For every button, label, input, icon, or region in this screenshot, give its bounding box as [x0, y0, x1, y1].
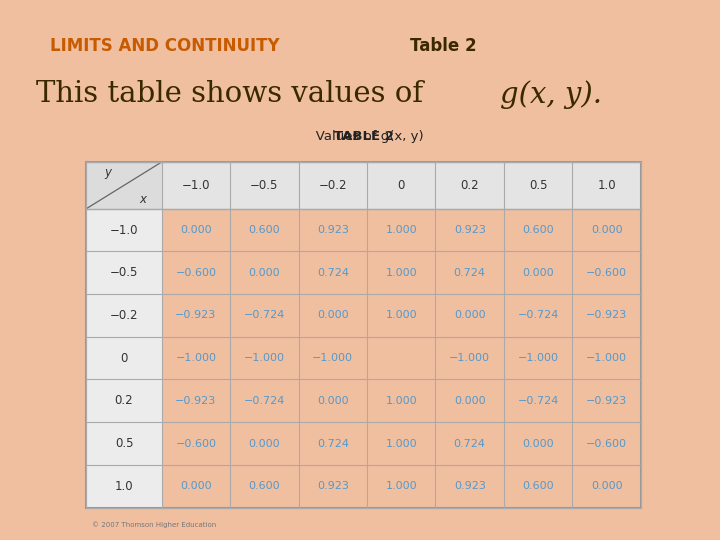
Text: This table shows values of: This table shows values of: [36, 80, 433, 109]
Text: −1.0: −1.0: [181, 179, 210, 192]
Text: 0.2: 0.2: [114, 394, 133, 407]
Text: x: x: [140, 193, 146, 206]
Text: −0.5: −0.5: [110, 266, 138, 279]
Text: y: y: [104, 166, 111, 179]
Text: −0.724: −0.724: [243, 396, 285, 406]
Text: −0.2: −0.2: [109, 309, 138, 322]
Text: 0.000: 0.000: [591, 481, 622, 491]
Text: 0.000: 0.000: [591, 225, 622, 235]
Text: 0.724: 0.724: [454, 268, 486, 278]
Text: −0.923: −0.923: [175, 310, 217, 320]
Text: −0.923: −0.923: [175, 396, 217, 406]
Text: −0.600: −0.600: [176, 268, 217, 278]
Text: 0.600: 0.600: [522, 481, 554, 491]
Text: −0.2: −0.2: [318, 179, 347, 192]
Text: 1.0: 1.0: [598, 179, 616, 192]
Bar: [162, 162, 641, 208]
Text: −1.000: −1.000: [586, 353, 627, 363]
Bar: [86, 162, 162, 208]
Text: 0: 0: [120, 352, 127, 365]
Text: 0.600: 0.600: [522, 225, 554, 235]
Text: 0.923: 0.923: [454, 225, 485, 235]
Text: −0.923: −0.923: [586, 310, 627, 320]
Text: 0.000: 0.000: [454, 310, 485, 320]
Text: LIMITS AND CONTINUITY: LIMITS AND CONTINUITY: [50, 37, 280, 55]
Text: 0.724: 0.724: [317, 268, 348, 278]
Text: TABLE 2: TABLE 2: [333, 130, 394, 143]
Text: −0.923: −0.923: [586, 396, 627, 406]
Text: −1.000: −1.000: [449, 353, 490, 363]
Text: 0.2: 0.2: [460, 179, 479, 192]
Text: 0.000: 0.000: [248, 438, 280, 449]
Text: 0.000: 0.000: [317, 396, 348, 406]
Text: 1.000: 1.000: [385, 481, 417, 491]
Text: 0.000: 0.000: [317, 310, 348, 320]
Text: g(x, y).: g(x, y).: [500, 80, 603, 109]
Text: © 2007 Thomson Higher Education: © 2007 Thomson Higher Education: [92, 522, 216, 528]
Text: 0.724: 0.724: [454, 438, 486, 449]
Text: 0.600: 0.600: [248, 225, 280, 235]
Bar: [86, 208, 162, 508]
Text: 0.724: 0.724: [317, 438, 348, 449]
Text: 0.5: 0.5: [529, 179, 547, 192]
Text: 0.000: 0.000: [522, 438, 554, 449]
Text: −1.0: −1.0: [109, 224, 138, 237]
Text: 0.5: 0.5: [114, 437, 133, 450]
Text: −1.000: −1.000: [176, 353, 217, 363]
Text: −1.000: −1.000: [312, 353, 354, 363]
Text: 0.000: 0.000: [180, 481, 212, 491]
Text: 0.000: 0.000: [522, 268, 554, 278]
Text: 0.600: 0.600: [248, 481, 280, 491]
Text: 0.000: 0.000: [180, 225, 212, 235]
Text: −1.000: −1.000: [518, 353, 559, 363]
Text: 0.000: 0.000: [248, 268, 280, 278]
Text: 1.0: 1.0: [114, 480, 133, 492]
Text: −0.600: −0.600: [176, 438, 217, 449]
Text: 0: 0: [397, 179, 405, 192]
Text: −1.000: −1.000: [244, 353, 285, 363]
Text: Values of g(x, y): Values of g(x, y): [303, 130, 424, 143]
Text: −0.724: −0.724: [243, 310, 285, 320]
Text: −0.5: −0.5: [250, 179, 279, 192]
Text: −0.724: −0.724: [518, 396, 559, 406]
Text: Table 2: Table 2: [410, 37, 477, 55]
Text: −0.600: −0.600: [586, 268, 627, 278]
Text: −0.600: −0.600: [586, 438, 627, 449]
Text: 1.000: 1.000: [385, 268, 417, 278]
Text: −0.724: −0.724: [518, 310, 559, 320]
Text: 1.000: 1.000: [385, 438, 417, 449]
Text: 0.923: 0.923: [317, 225, 348, 235]
Text: 0.923: 0.923: [454, 481, 485, 491]
Text: 0.000: 0.000: [454, 396, 485, 406]
Text: 1.000: 1.000: [385, 225, 417, 235]
Text: 1.000: 1.000: [385, 310, 417, 320]
Text: 1.000: 1.000: [385, 396, 417, 406]
Text: 0.923: 0.923: [317, 481, 348, 491]
